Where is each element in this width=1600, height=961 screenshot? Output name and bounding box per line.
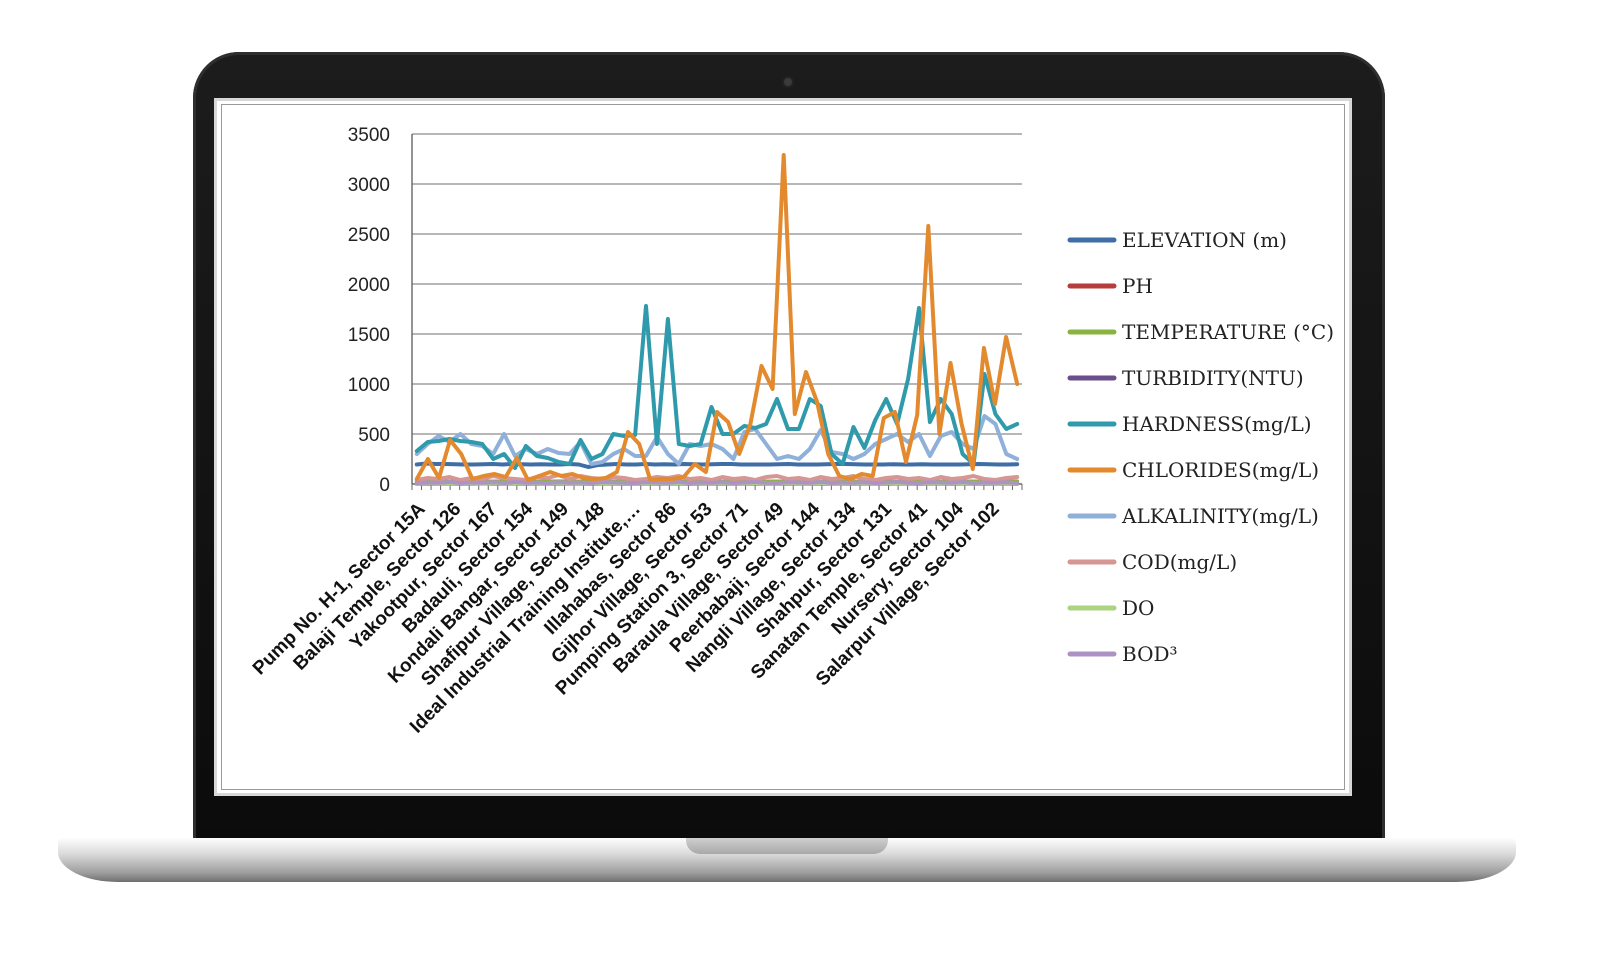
y-tick-labels: 0 500 1000 1500 2000 2500 3000 3500 — [348, 125, 390, 496]
y-tick-label: 2500 — [348, 225, 390, 246]
series-line-0 — [414, 461, 1020, 469]
y-tick-label: 500 — [358, 425, 390, 446]
legend-label: CHLORIDES(mg/L) — [1122, 458, 1319, 482]
series-line-6 — [414, 414, 1020, 466]
legend-label: COD(mg/L) — [1122, 550, 1237, 574]
y-tick-label: 1000 — [348, 375, 390, 396]
legend-label: TEMPERATURE (°C) — [1122, 320, 1334, 344]
legend-label: HARDNESS(mg/L) — [1122, 412, 1312, 436]
legend: ELEVATION (m) PH TEMPERATURE (°C) TURBIDITY… — [1067, 228, 1334, 666]
legend-label: ELEVATION (m) — [1122, 228, 1287, 252]
series-line-5 — [414, 153, 1020, 482]
y-tick-label: 0 — [379, 475, 390, 496]
y-tick-label: 2000 — [348, 275, 390, 296]
webcam-icon — [784, 78, 792, 86]
legend-label: PH — [1122, 274, 1153, 298]
series-line-7 — [414, 473, 1020, 482]
y-tick-label: 1500 — [348, 325, 390, 346]
legend-label: TURBIDITY(NTU) — [1122, 366, 1304, 390]
legend-label: DO — [1122, 596, 1154, 620]
series-lines — [414, 153, 1020, 486]
series-line-9 — [414, 480, 1020, 485]
y-tick-label: 3000 — [348, 175, 390, 196]
legend-label: ALKALINITY(mg/L) — [1121, 504, 1319, 528]
laptop-screen — [214, 98, 1352, 796]
legend-label: BOD³ — [1122, 642, 1178, 666]
laptop-base-notch — [686, 838, 888, 854]
y-tick-label: 3500 — [348, 125, 390, 146]
